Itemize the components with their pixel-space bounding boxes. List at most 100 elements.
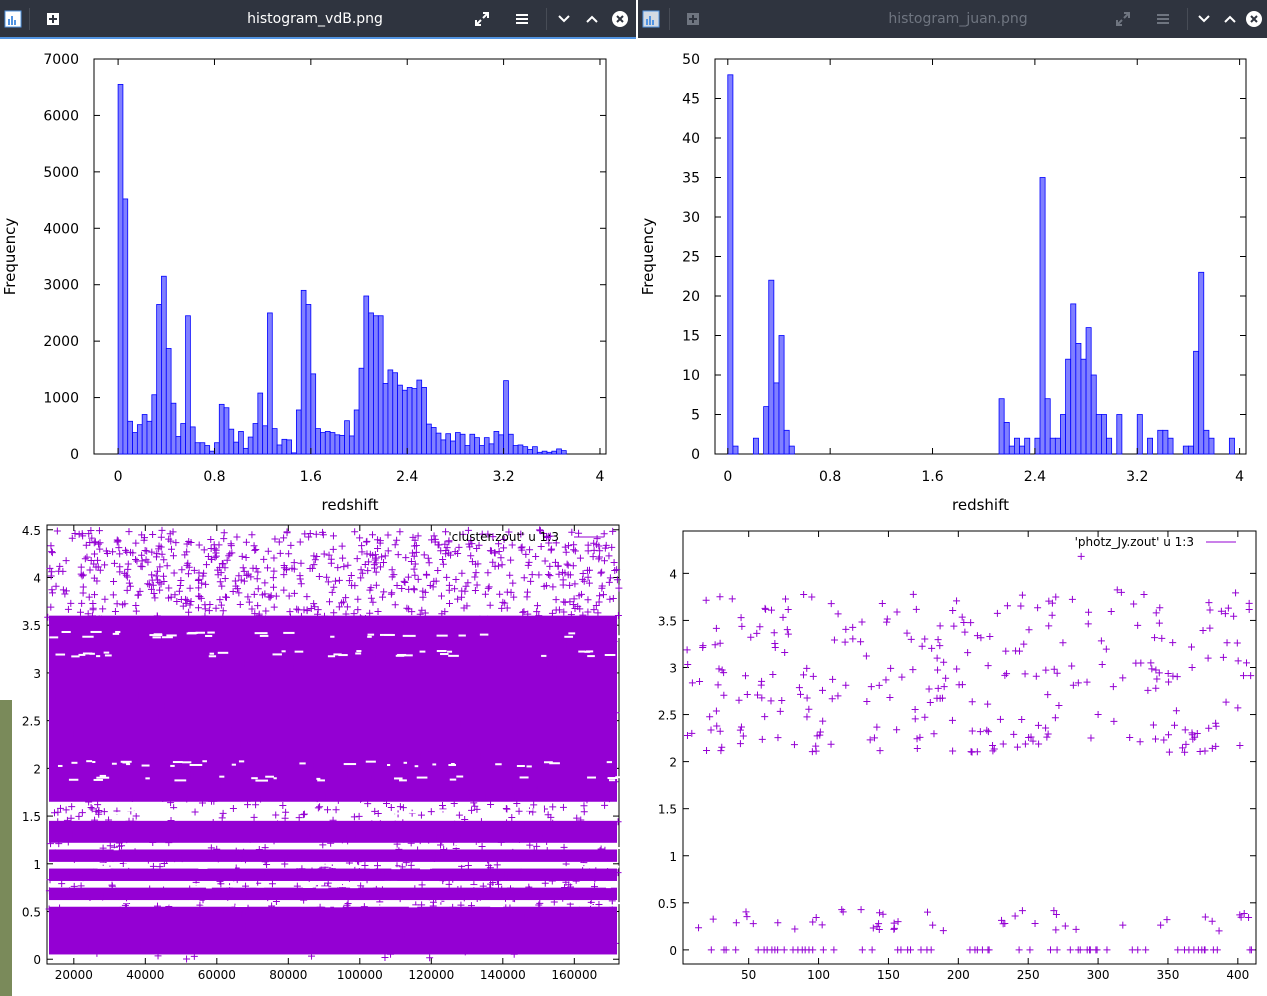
scatter-point [575, 906, 583, 914]
hamburger-menu-icon[interactable] [512, 9, 532, 29]
scatter-point [1230, 612, 1238, 620]
close-icon[interactable] [610, 9, 630, 29]
scatter-point [132, 602, 140, 610]
histogram-bar [1014, 437, 1020, 455]
scatter-point [510, 792, 518, 800]
scatter-point [248, 605, 256, 613]
scatter-point [389, 823, 397, 831]
new-tab-icon[interactable] [683, 9, 703, 29]
chevron-down-icon[interactable] [1194, 9, 1214, 29]
scatter-point [812, 747, 820, 755]
scatter-point [473, 805, 481, 813]
scatter-point [754, 691, 762, 699]
histogram-bar [536, 451, 543, 455]
scatter-point [742, 908, 750, 916]
scatter-point [238, 855, 246, 863]
scatter-point [558, 853, 566, 861]
scatter-point [296, 572, 304, 580]
scatter-point [160, 702, 168, 710]
histogram-bar [320, 432, 326, 455]
scatter-point [597, 845, 605, 853]
scatter-point [460, 869, 468, 877]
scatter-point [144, 856, 152, 864]
histogram-bar [348, 435, 355, 455]
scatter-point [218, 814, 226, 822]
y-tick-label: 30 [682, 210, 700, 226]
hamburger-menu-icon[interactable] [1153, 9, 1173, 29]
fullscreen-icon[interactable] [472, 9, 492, 29]
scatter-point [879, 910, 887, 918]
scatter-point [481, 590, 489, 598]
histogram-bar [1075, 342, 1082, 455]
scatter-point [364, 567, 372, 575]
scatter-point [381, 552, 389, 560]
scatter-point [46, 564, 54, 572]
scatter-point [58, 850, 66, 858]
scatter-point [459, 530, 467, 538]
fullscreen-icon[interactable] [1113, 9, 1133, 29]
scatter-point [250, 542, 258, 550]
scatter-point [81, 850, 89, 858]
scatter-point [405, 605, 413, 613]
scatter-point [489, 879, 497, 887]
scatter-point [769, 671, 777, 679]
scatter-point [191, 808, 199, 816]
scatter-point [1165, 731, 1173, 739]
chevron-up-icon[interactable] [582, 9, 602, 29]
scatter-point [383, 800, 391, 808]
scatter-gap [129, 883, 138, 886]
scatter-point [425, 893, 433, 901]
scatter-point [55, 840, 63, 848]
scatter-point [549, 723, 557, 731]
scatter-point [152, 572, 160, 580]
scatter-point [501, 851, 509, 859]
titlebar[interactable]: histogram_juan.png [638, 0, 1267, 38]
scatter-point [960, 618, 968, 626]
window-cluster-zout-plot[interactable]: 20000 40000 60000 80000 100000 120000 140000 16… [12, 521, 636, 996]
scatter-point [81, 888, 89, 896]
image-viewer-icon[interactable] [641, 9, 661, 29]
scatter-point [1035, 740, 1043, 748]
scatter-point [716, 639, 724, 647]
scatter-point [314, 606, 322, 614]
scatter-gap [209, 652, 215, 655]
scatter-point [683, 731, 691, 739]
scatter-gap [526, 765, 532, 768]
scatter-point [167, 817, 175, 825]
scatter-gap [134, 862, 144, 865]
window-histogram-vdb[interactable]: histogram_vdB.png 0 0.8 1.6 2.4 3.2 4 0 1000 200… [0, 0, 636, 519]
scatter-point [1053, 669, 1061, 677]
scatter-point [176, 581, 184, 589]
scatter-point [94, 852, 102, 860]
scatter-point [324, 879, 332, 887]
scatter-point [233, 876, 241, 884]
histogram-bar [440, 439, 447, 455]
titlebar[interactable]: histogram_vdB.png [0, 0, 636, 39]
scatter-point [398, 584, 406, 592]
scatter-point [579, 570, 587, 578]
scatter-point [611, 567, 619, 575]
image-viewer-icon[interactable] [3, 9, 23, 29]
histogram-bar [402, 389, 408, 455]
window-histogram-juan[interactable]: histogram_juan.png 0 0.8 1.6 2.4 3.2 4 0 5 10 15 2… [638, 0, 1267, 519]
scatter-point [1013, 743, 1021, 751]
scatter-point [244, 801, 252, 809]
chevron-up-icon[interactable] [1220, 9, 1240, 29]
scatter-point [394, 551, 402, 559]
new-tab-icon[interactable] [43, 9, 63, 29]
chevron-down-icon[interactable] [554, 9, 574, 29]
scatter-point [455, 543, 463, 551]
scatter-point [1044, 691, 1052, 699]
scatter-gap [179, 862, 186, 865]
close-icon[interactable] [1244, 9, 1264, 29]
scatter-point [376, 537, 384, 545]
scatter-point [1061, 922, 1069, 930]
window-photz-jy-plot[interactable]: 50 100 150 200 250 300 350 400 0 0.5 1 1.5 2 2.5 3 3.5 4… [638, 521, 1267, 996]
scatter-point [224, 893, 232, 901]
scatter-point [712, 624, 720, 632]
scatter-gap [180, 901, 192, 904]
scatter-point [571, 604, 579, 612]
scatter-point [265, 593, 273, 601]
x-tick-label: 4 [1235, 469, 1244, 485]
histogram-bar [262, 425, 268, 455]
